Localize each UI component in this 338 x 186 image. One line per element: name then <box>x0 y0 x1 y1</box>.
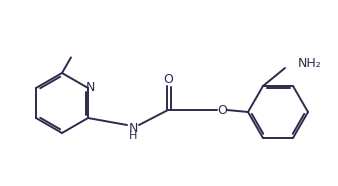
Text: O: O <box>163 73 173 86</box>
Text: NH₂: NH₂ <box>298 57 322 70</box>
Text: N: N <box>128 123 138 135</box>
Text: N: N <box>85 81 95 94</box>
Text: O: O <box>217 103 227 116</box>
Text: H: H <box>129 131 137 141</box>
